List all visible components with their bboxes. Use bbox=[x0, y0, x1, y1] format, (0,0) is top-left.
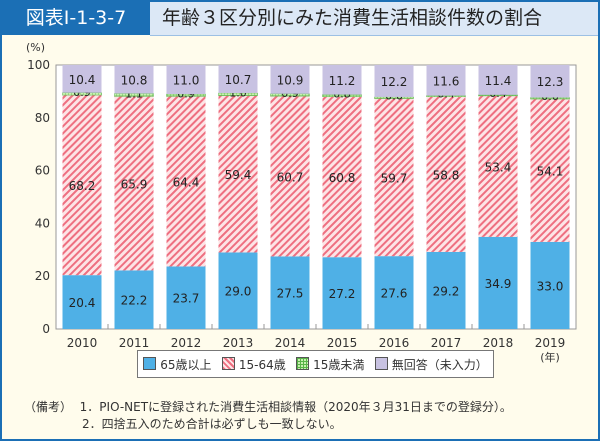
bar-segment bbox=[322, 96, 362, 258]
bar-segment bbox=[374, 98, 414, 257]
legend-item: 15-64歳 bbox=[221, 356, 286, 373]
bar-segment bbox=[218, 65, 258, 93]
bar-segment bbox=[270, 96, 310, 257]
bar-segment bbox=[166, 96, 206, 267]
data-label: 12.2 bbox=[381, 75, 408, 89]
bar-segment bbox=[530, 241, 570, 329]
data-label: 10.8 bbox=[121, 73, 148, 87]
data-label: 34.9 bbox=[485, 277, 512, 291]
bar-segment bbox=[530, 99, 570, 242]
bar-segment bbox=[270, 65, 310, 94]
bar-segment bbox=[530, 65, 570, 98]
bar-segment bbox=[62, 95, 102, 276]
data-label: 60.7 bbox=[277, 170, 304, 184]
x-tick-label: 2012 bbox=[171, 336, 202, 350]
legend-swatch bbox=[143, 356, 157, 370]
bar-segment bbox=[114, 65, 154, 94]
legend-label: 15歳未満 bbox=[313, 357, 365, 372]
legend-item: 65歳以上 bbox=[143, 356, 211, 373]
x-axis-unit: (年) bbox=[540, 350, 560, 364]
legend-label: 無回答（未入力） bbox=[391, 357, 488, 372]
bar-segment bbox=[218, 95, 258, 253]
data-label: 22.2 bbox=[121, 294, 148, 308]
x-tick-label: 2014 bbox=[275, 336, 306, 350]
x-tick-label: 2011 bbox=[119, 336, 150, 350]
bar-segment bbox=[478, 236, 518, 329]
x-tick-label: 2013 bbox=[223, 336, 254, 350]
bar-segment bbox=[114, 96, 154, 271]
y-tick-label: 20 bbox=[35, 269, 50, 283]
x-tick-label: 2010 bbox=[67, 336, 98, 350]
legend-swatch bbox=[296, 356, 310, 370]
bar-segment bbox=[374, 256, 414, 329]
x-tick-label: 2016 bbox=[379, 336, 410, 350]
data-label: 10.4 bbox=[69, 73, 96, 87]
data-label: 20.4 bbox=[69, 296, 96, 310]
legend-item: 15歳未満 bbox=[296, 356, 364, 373]
bar-segment bbox=[166, 65, 206, 95]
y-tick-label: 0 bbox=[42, 322, 50, 336]
data-label: 11.2 bbox=[329, 74, 356, 88]
data-label: 64.4 bbox=[173, 175, 200, 189]
legend: 65歳以上 15-64歳 15歳未満 無回答（未入力） bbox=[137, 350, 494, 378]
note-1: 1．PIO-NETに登録された消費生活相談情報（2020年３月31日までの登録分… bbox=[79, 400, 512, 414]
data-label: 27.6 bbox=[381, 287, 408, 301]
bar-segment bbox=[114, 270, 154, 329]
data-label: 54.1 bbox=[537, 164, 564, 178]
data-label: 33.0 bbox=[537, 279, 564, 293]
data-label: 59.4 bbox=[225, 168, 252, 182]
y-tick-label: 40 bbox=[35, 216, 50, 230]
data-label: 11.4 bbox=[485, 74, 512, 88]
notes-label: （備考） bbox=[24, 400, 73, 414]
bar-segment bbox=[426, 251, 466, 329]
data-label: 10.9 bbox=[277, 73, 304, 87]
y-tick-label: 60 bbox=[35, 164, 50, 178]
bar-segment bbox=[478, 95, 518, 237]
data-label: 59.7 bbox=[381, 171, 408, 185]
data-label: 23.7 bbox=[173, 292, 200, 306]
bar-segment bbox=[374, 65, 414, 97]
notes: （備考） 1．PIO-NETに登録された消費生活相談情報（2020年３月31日ま… bbox=[24, 399, 512, 433]
note-2: 2．四捨五入のため合計は必ずしも一致しない。 bbox=[82, 417, 342, 431]
legend-label: 15-64歳 bbox=[238, 357, 286, 372]
bar-segment bbox=[218, 252, 258, 329]
bar-segment bbox=[322, 65, 362, 95]
bar-segment bbox=[166, 266, 206, 329]
data-label: 68.2 bbox=[69, 179, 96, 193]
data-label: 29.0 bbox=[225, 285, 252, 299]
x-tick-label: 2019 bbox=[535, 336, 566, 350]
x-tick-label: 2015 bbox=[327, 336, 358, 350]
data-label: 27.5 bbox=[277, 287, 304, 301]
x-tick-label: 2018 bbox=[483, 336, 514, 350]
figure-number: 図表Ⅰ-1-3-7 bbox=[2, 2, 150, 35]
y-axis-unit: (%) bbox=[26, 41, 45, 54]
y-tick-label: 80 bbox=[35, 111, 50, 125]
bar-segment bbox=[322, 257, 362, 329]
data-label: 29.2 bbox=[433, 284, 460, 298]
legend-swatch bbox=[374, 356, 388, 370]
bar-segment bbox=[62, 275, 102, 329]
legend-swatch bbox=[221, 356, 235, 370]
data-label: 53.4 bbox=[485, 160, 512, 174]
data-label: 27.2 bbox=[329, 287, 356, 301]
data-label: 10.7 bbox=[225, 73, 252, 87]
chart-title: 年齢３区分別にみた消費生活相談件数の割合 bbox=[150, 2, 598, 36]
bar-segment bbox=[62, 65, 102, 93]
legend-label: 65歳以上 bbox=[160, 357, 212, 372]
data-label: 11.6 bbox=[433, 74, 460, 88]
bar-segment bbox=[478, 65, 518, 95]
data-label: 12.3 bbox=[537, 75, 564, 89]
y-tick-label: 100 bbox=[27, 58, 50, 72]
data-label: 58.8 bbox=[433, 168, 460, 182]
bar-segment bbox=[426, 96, 466, 252]
x-tick-label: 2017 bbox=[431, 336, 462, 350]
data-label: 60.8 bbox=[329, 171, 356, 185]
legend-item: 無回答（未入力） bbox=[374, 356, 488, 373]
bar-segment bbox=[270, 256, 310, 329]
data-label: 65.9 bbox=[121, 177, 148, 191]
data-label: 11.0 bbox=[173, 74, 200, 88]
bar-segment bbox=[426, 65, 466, 96]
